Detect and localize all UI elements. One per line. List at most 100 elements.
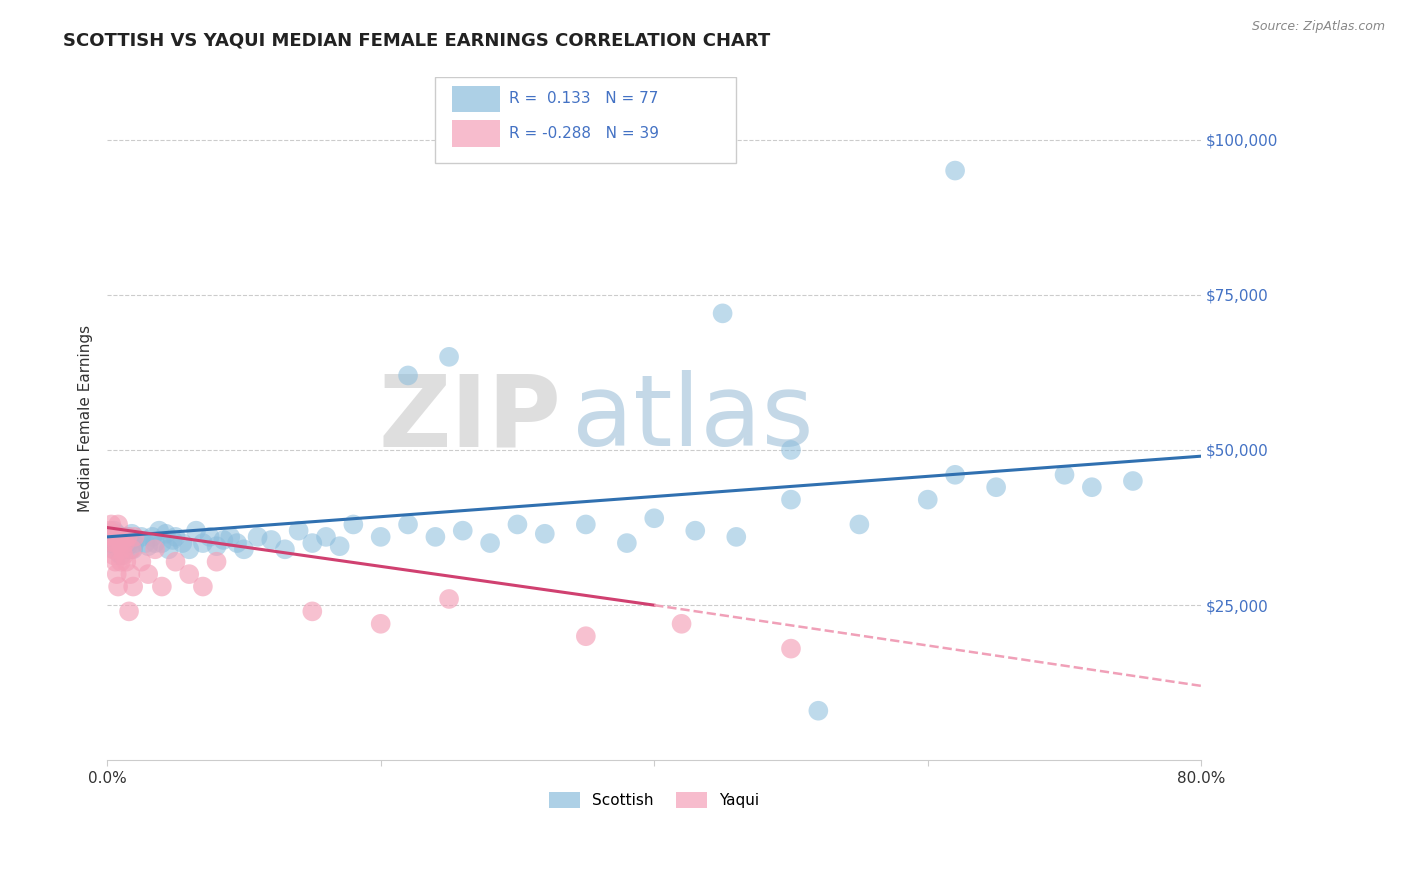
Point [105, 567, 128, 582]
Point [143, 542, 166, 557]
Point [110, 549, 132, 563]
Point [342, 517, 364, 532]
Point [301, 536, 323, 550]
Point [141, 530, 163, 544]
Point [108, 539, 131, 553]
Point [246, 530, 269, 544]
Point [101, 542, 124, 557]
Point [725, 530, 748, 544]
Point [115, 530, 138, 544]
Point [198, 530, 221, 544]
Text: R =  0.133   N = 77: R = 0.133 N = 77 [509, 91, 658, 106]
Point [103, 549, 125, 563]
Point [115, 555, 138, 569]
Point [807, 704, 830, 718]
Point [148, 524, 170, 538]
Point [103, 536, 125, 550]
Point [848, 517, 870, 532]
Point [437, 591, 460, 606]
Point [575, 517, 598, 532]
Point [155, 526, 177, 541]
Point [917, 492, 939, 507]
Point [370, 616, 392, 631]
Point [533, 526, 555, 541]
Point [112, 549, 135, 563]
Point [118, 604, 141, 618]
FancyBboxPatch shape [451, 86, 501, 112]
Point [150, 580, 173, 594]
Point [101, 530, 124, 544]
Point [131, 530, 153, 544]
Point [112, 542, 135, 557]
Point [191, 536, 214, 550]
Point [780, 641, 803, 656]
Point [114, 536, 136, 550]
Point [124, 536, 146, 550]
Point [110, 536, 132, 550]
Point [616, 536, 638, 550]
FancyBboxPatch shape [451, 120, 501, 146]
Point [212, 533, 235, 547]
Point [479, 536, 502, 550]
Point [121, 526, 143, 541]
Point [184, 524, 207, 538]
Point [150, 536, 173, 550]
Point [226, 536, 249, 550]
Point [437, 350, 460, 364]
Point [575, 629, 598, 643]
Point [370, 530, 392, 544]
Point [120, 567, 142, 582]
Point [117, 530, 139, 544]
Point [683, 524, 706, 538]
Point [1053, 467, 1076, 482]
Point [100, 536, 122, 550]
Point [287, 524, 309, 538]
Point [329, 539, 352, 553]
Point [232, 542, 254, 557]
Point [101, 530, 124, 544]
FancyBboxPatch shape [436, 78, 737, 163]
Point [107, 536, 129, 550]
Text: Source: ZipAtlas.com: Source: ZipAtlas.com [1251, 20, 1385, 33]
Point [107, 545, 129, 559]
Point [105, 526, 128, 541]
Point [114, 536, 136, 550]
Point [711, 306, 734, 320]
Text: ZIP: ZIP [378, 370, 561, 467]
Point [943, 467, 966, 482]
Point [124, 530, 146, 544]
Point [108, 530, 131, 544]
Point [103, 542, 125, 557]
Point [100, 517, 122, 532]
Point [117, 536, 139, 550]
Point [157, 542, 180, 557]
Point [118, 530, 141, 544]
Legend: Scottish, Yaqui: Scottish, Yaqui [543, 786, 765, 814]
Point [162, 533, 184, 547]
Point [122, 580, 145, 594]
Point [105, 536, 128, 550]
Point [205, 555, 228, 569]
Text: atlas: atlas [572, 370, 814, 467]
Point [172, 536, 194, 550]
Point [315, 530, 337, 544]
Point [104, 555, 127, 569]
Y-axis label: Median Female Earnings: Median Female Earnings [79, 326, 93, 513]
Point [396, 517, 419, 532]
Point [122, 542, 145, 557]
Point [104, 533, 127, 547]
Point [117, 539, 139, 553]
Point [219, 530, 242, 544]
Point [506, 517, 529, 532]
Point [179, 542, 201, 557]
Point [396, 368, 419, 383]
Point [134, 536, 156, 550]
Point [984, 480, 1007, 494]
Point [943, 163, 966, 178]
Point [110, 555, 132, 569]
Point [780, 442, 803, 457]
Point [260, 533, 283, 547]
Point [105, 539, 128, 553]
Point [121, 533, 143, 547]
Point [131, 555, 153, 569]
